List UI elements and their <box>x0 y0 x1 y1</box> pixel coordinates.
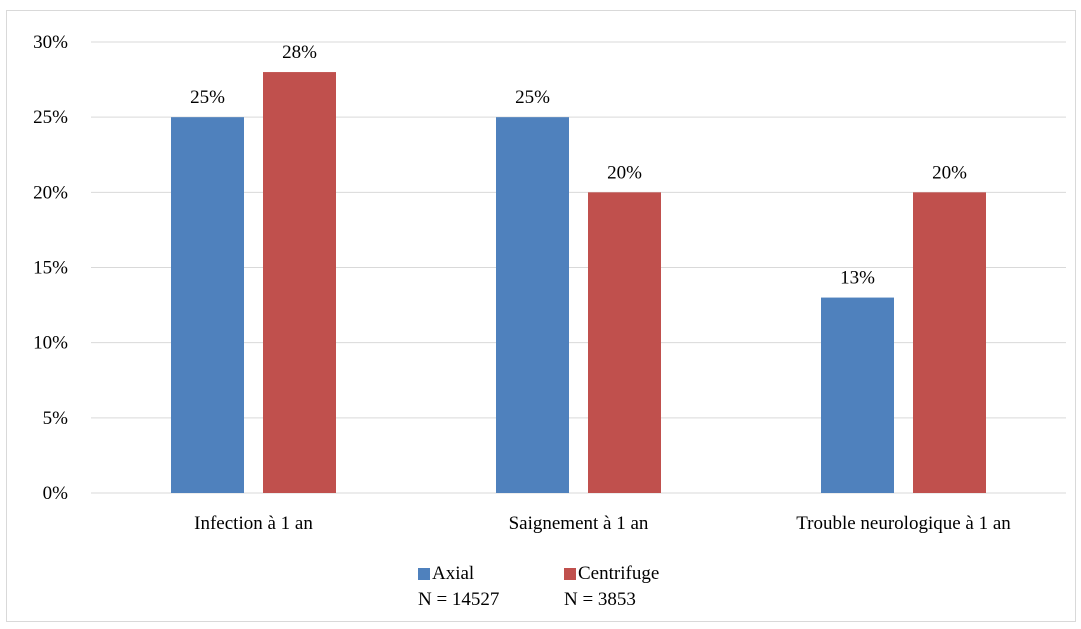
bar-centrifuge-3 <box>913 192 986 494</box>
legend-label-axial: Axial N = 14527 <box>418 561 499 613</box>
x-category-label: Saignement à 1 an <box>509 513 649 534</box>
data-labels: 25% 28% 25% 20% 13% 20% <box>190 42 967 289</box>
legend-swatch-axial <box>418 568 430 580</box>
bars <box>171 72 986 494</box>
bar-axial-1 <box>171 117 244 494</box>
y-tick-label: 10% <box>33 333 68 354</box>
data-label-axial-2: 25% <box>515 87 550 108</box>
data-label-centrifuge-3: 20% <box>932 162 967 183</box>
y-tick-label: 20% <box>33 182 68 203</box>
data-label-centrifuge-1: 28% <box>282 42 317 63</box>
legend-label-centrifuge: Centrifuge N = 3853 <box>564 561 660 613</box>
legend: Axial N = 14527 Centrifuge N = 3853 <box>418 561 738 621</box>
y-tick-label: 15% <box>33 258 68 279</box>
data-label-centrifuge-2: 20% <box>607 162 642 183</box>
bar-axial-3 <box>821 297 894 493</box>
legend-series-count: N = 14527 <box>418 589 500 610</box>
legend-series-name: Centrifuge <box>578 563 660 584</box>
y-axis-tick-labels: 0% 5% 10% 15% 20% 25% 30% <box>33 32 68 504</box>
gridlines <box>91 41 1066 494</box>
legend-swatch-centrifuge <box>564 568 576 580</box>
y-tick-label: 30% <box>33 32 68 53</box>
bar-centrifuge-2 <box>588 192 661 494</box>
bar-centrifuge-1 <box>263 72 336 494</box>
data-label-axial-3: 13% <box>840 268 875 289</box>
bar-axial-2 <box>496 117 569 494</box>
legend-series-name: Axial <box>432 563 475 584</box>
x-category-label: Trouble neurologique à 1 an <box>796 513 1011 534</box>
data-label-axial-1: 25% <box>190 87 225 108</box>
y-tick-label: 5% <box>43 408 69 429</box>
legend-series-count: N = 3853 <box>564 589 636 610</box>
x-category-label: Infection à 1 an <box>194 513 313 534</box>
x-axis-category-labels: Infection à 1 an Saignement à 1 an Trouble… <box>194 513 1011 534</box>
y-tick-label: 0% <box>43 483 69 504</box>
y-tick-label: 25% <box>33 107 68 128</box>
